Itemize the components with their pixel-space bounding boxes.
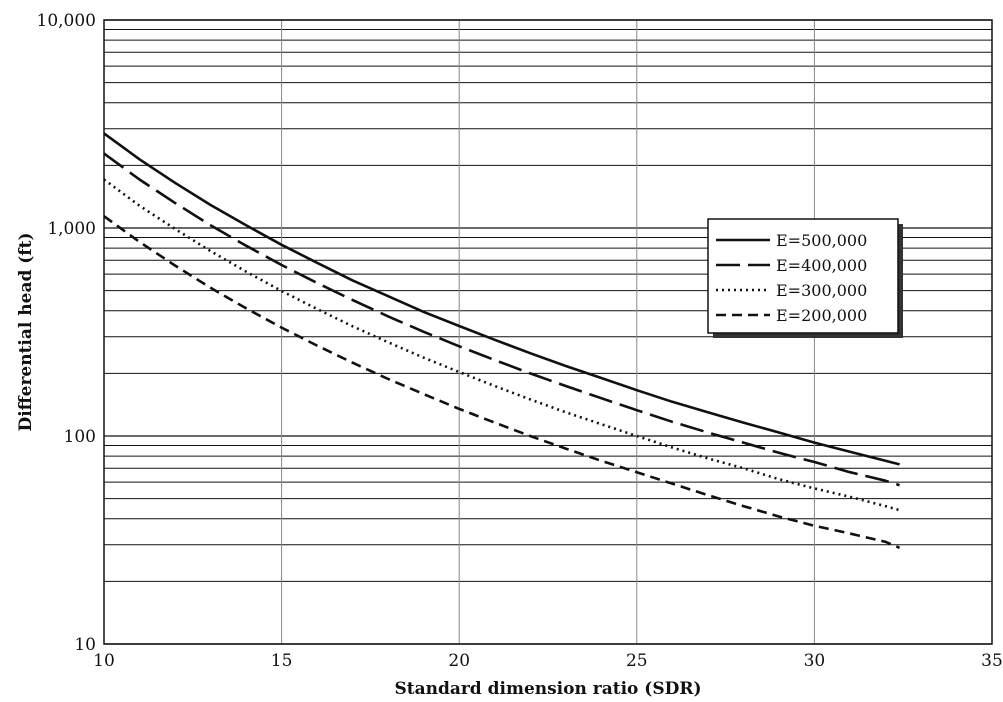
legend: E=500,000 E=400,000 E=300,000 E=200,000 [707,218,903,338]
y-tick-label: 10,000 [37,11,96,31]
legend-label: E=300,000 [776,281,867,300]
series-line [103,132,900,466]
series-lines [103,132,901,549]
y-axis-title: Differential head (ft) [16,232,36,431]
x-tick-labels: 10 15 20 25 30 35 [93,651,1003,671]
legend-label: E=400,000 [776,256,867,275]
y-tick-labels: 10 100 1,000 10,000 [37,11,96,655]
x-tick-label: 35 [981,651,1003,671]
y-tick-label: 1,000 [47,219,96,239]
y-tick-label: 10 [74,635,96,655]
y-tick-label: 100 [64,427,96,447]
x-tick-label: 10 [93,651,115,671]
series-line [103,178,900,512]
legend-label: E=200,000 [776,306,867,325]
x-tick-label: 30 [804,651,826,671]
plot-frame [103,19,993,645]
x-tick-label: 25 [626,651,648,671]
x-axis-title: Standard dimension ratio (SDR) [394,679,701,699]
x-tick-label: 20 [448,651,470,671]
series-line [103,215,901,549]
series-line [103,152,900,487]
legend-items: E=500,000 E=400,000 E=300,000 E=200,000 [716,231,867,325]
x-tick-label: 15 [271,651,293,671]
legend-label: E=500,000 [776,231,867,250]
